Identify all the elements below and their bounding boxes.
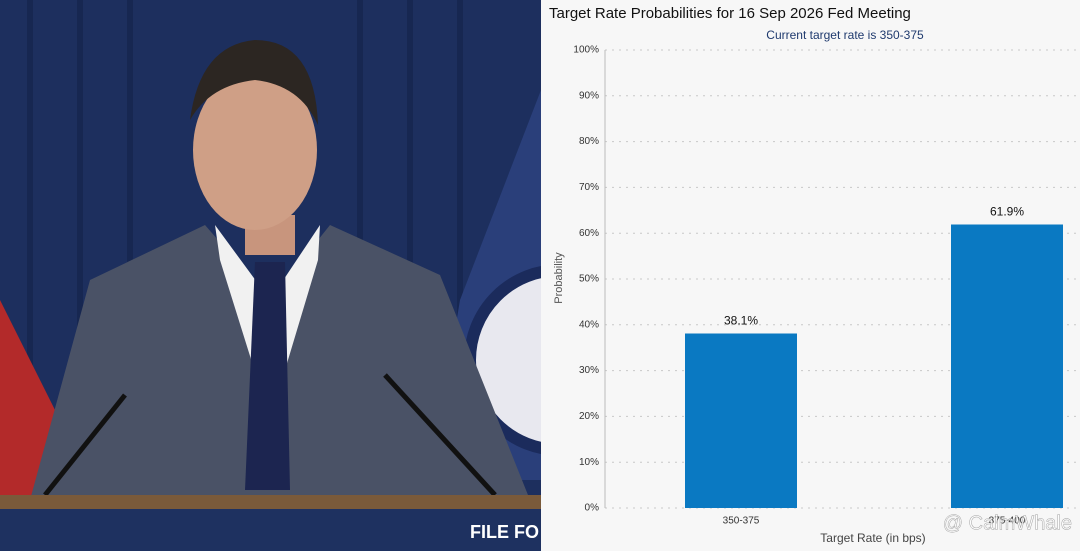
x-axis-label: Target Rate (in bps) xyxy=(820,531,925,545)
y-tick-label: 60% xyxy=(579,228,599,239)
y-tick-label: 10% xyxy=(579,457,599,468)
chart-subtitle: Current target rate is 350-375 xyxy=(766,28,924,42)
chart: Target Rate Probabilities for 16 Sep 202… xyxy=(541,0,1080,551)
y-tick-label: 40% xyxy=(579,319,599,330)
x-tick-label: 375-400 xyxy=(989,516,1026,527)
y-axis-label: Probability xyxy=(553,252,565,304)
bar xyxy=(685,333,797,508)
y-tick-label: 90% xyxy=(579,90,599,101)
y-tick-label: 30% xyxy=(579,365,599,376)
microphone xyxy=(383,373,497,497)
chart-title: Target Rate Probabilities for 16 Sep 202… xyxy=(549,5,911,22)
y-tick-label: 70% xyxy=(579,182,599,193)
podium-text: FILE FO xyxy=(470,522,539,542)
value-label: 61.9% xyxy=(990,205,1024,219)
value-label: 38.1% xyxy=(724,314,758,328)
watermark: @ CalmWhale xyxy=(943,512,1072,534)
hair xyxy=(190,40,318,125)
bar xyxy=(951,224,1063,509)
y-tick-label: 20% xyxy=(579,411,599,422)
podium-top xyxy=(0,495,541,509)
y-tick-label: 0% xyxy=(585,503,600,514)
tie xyxy=(245,262,290,490)
y-tick-label: 100% xyxy=(573,45,599,56)
face xyxy=(193,70,317,230)
x-tick-label: 350-375 xyxy=(723,516,760,527)
microphone xyxy=(43,393,127,497)
y-tick-label: 50% xyxy=(579,274,599,285)
y-tick-label: 80% xyxy=(579,136,599,147)
